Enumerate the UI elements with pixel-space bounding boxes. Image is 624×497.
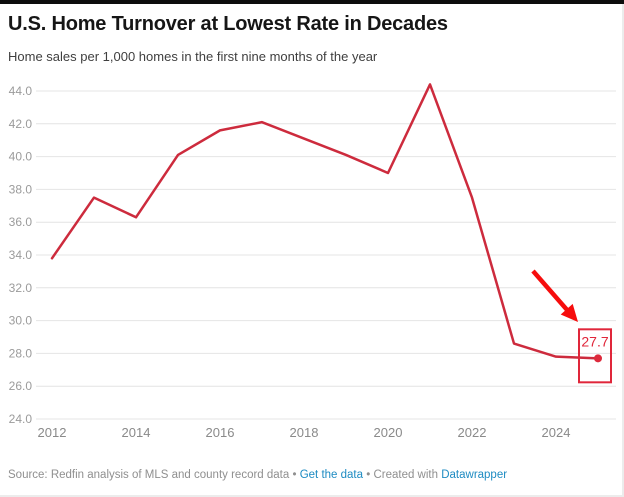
created-with-text: Created with <box>373 469 439 481</box>
x-axis-tick-label: 2018 <box>290 425 319 440</box>
y-axis-tick-label: 44.0 <box>9 84 33 98</box>
annotation-box <box>578 328 612 384</box>
get-the-data-link[interactable]: Get the data <box>299 469 364 481</box>
footer-separator: • <box>292 469 297 481</box>
bottom-edge-line <box>0 495 624 497</box>
y-axis-tick-label: 42.0 <box>9 117 33 131</box>
source-text: Source: Redfin analysis of MLS and count… <box>8 469 290 481</box>
chart-footer: Source: Redfin analysis of MLS and count… <box>8 468 616 483</box>
page-title: U.S. Home Turnover at Lowest Rate in Dec… <box>8 13 448 35</box>
top-black-bar <box>0 0 624 4</box>
y-axis-tick-label: 38.0 <box>9 182 33 196</box>
x-axis-tick-label: 2020 <box>374 425 403 440</box>
y-axis-tick-label: 34.0 <box>9 248 33 262</box>
annotation-arrow-head <box>560 303 578 322</box>
y-axis-tick-label: 28.0 <box>9 346 33 360</box>
end-point-dot <box>594 354 602 363</box>
datawrapper-link[interactable]: Datawrapper <box>441 469 508 481</box>
turnover-series-line <box>50 83 600 360</box>
footer-separator: • <box>366 469 371 481</box>
annotation-arrow-shaft <box>531 269 570 313</box>
x-axis-tick-label: 2024 <box>542 425 571 440</box>
y-axis-tick-label: 26.0 <box>9 379 33 393</box>
turnover-line-chart: 24.0 26.0 28.0 30.0 32.0 34.0 36.0 38.0 40.0 42.0… <box>9 83 616 440</box>
chart-header: U.S. Home Turnover at Lowest Rate in Dec… <box>0 4 624 65</box>
right-edge-line <box>622 4 624 497</box>
x-axis-tick-label: 2012 <box>38 425 67 440</box>
x-axis-tick-label: 2022 <box>458 425 487 440</box>
y-axis-tick-label: 30.0 <box>9 314 33 328</box>
chart-area: 24.0 26.0 28.0 30.0 32.0 34.0 36.0 38.0 40.0 42.0… <box>0 78 624 443</box>
x-axis-tick-label: 2016 <box>206 425 235 440</box>
annotation-value-label: 27.7 <box>581 333 608 349</box>
y-axis-tick-label: 24.0 <box>9 412 33 426</box>
y-axis-tick-label: 36.0 <box>9 215 33 229</box>
y-axis-tick-label: 32.0 <box>9 281 33 295</box>
chart-subtitle: Home sales per 1,000 homes in the first … <box>8 49 378 64</box>
x-axis-tick-label: 2014 <box>122 425 151 440</box>
y-axis-tick-label: 40.0 <box>9 150 33 164</box>
